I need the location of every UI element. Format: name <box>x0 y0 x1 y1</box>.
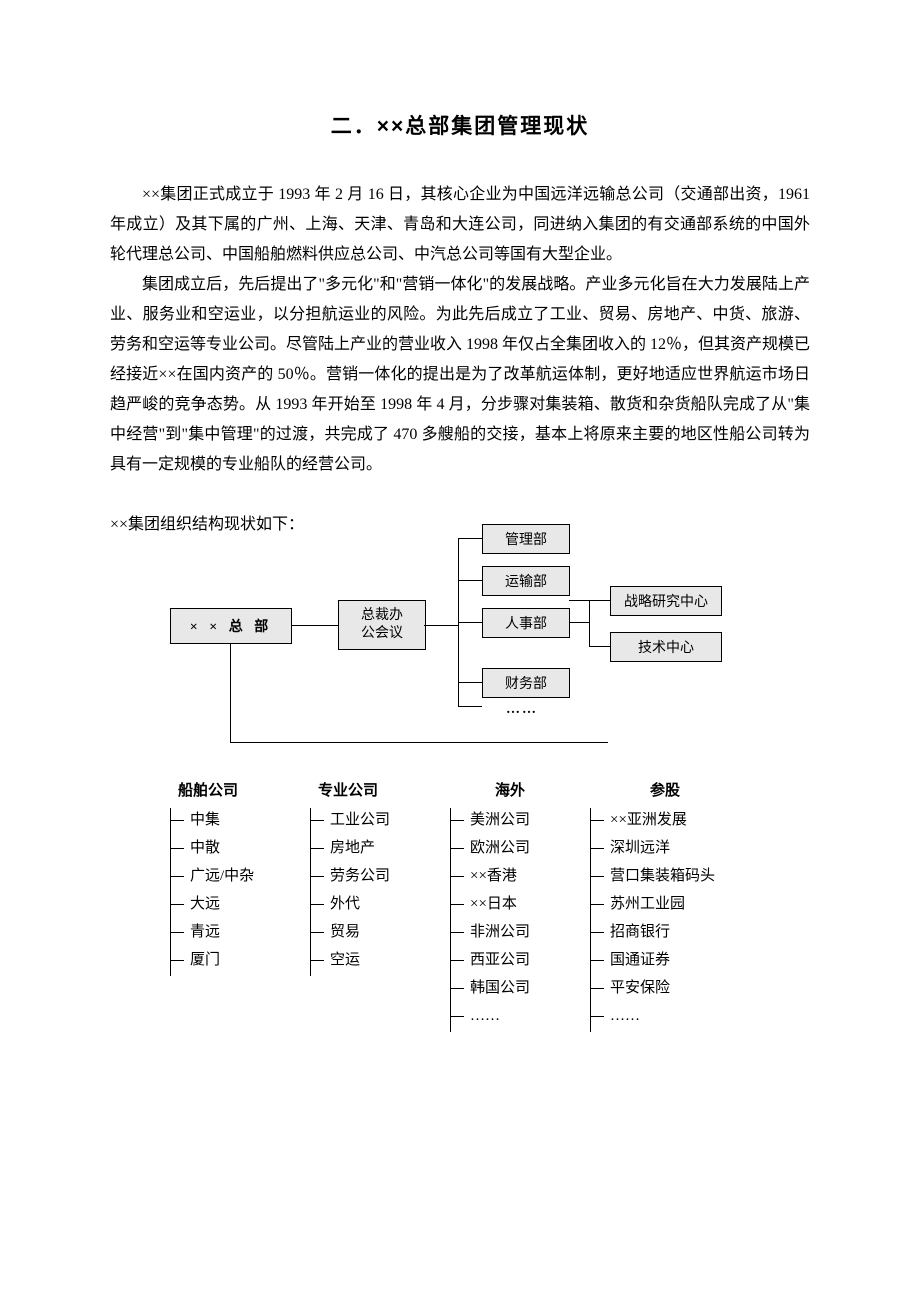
list-item: 大远 <box>170 890 310 918</box>
column-specialty: 专业公司 工业公司 房地产 劳务公司 外代 贸易 空运 <box>310 776 450 1030</box>
org-node-center-strategy: 战略研究中心 <box>610 586 722 616</box>
org-node-center-tech: 技术中心 <box>610 632 722 662</box>
org-connector <box>458 682 482 683</box>
org-connector <box>569 600 589 601</box>
list-item: 深圳远洋 <box>590 834 760 862</box>
paragraph-2: 集团成立后，先后提出了"多元化"和"营销一体化"的发展战略。产业多元化旨在大力发… <box>110 270 810 480</box>
org-node-ceo-office: 总裁办 公会议 <box>338 600 426 650</box>
list-item: 国通证券 <box>590 946 760 974</box>
org-connector <box>458 706 482 707</box>
list-item: 招商银行 <box>590 918 760 946</box>
paragraph-1: ××集团正式成立于 1993 年 2 月 16 日，其核心企业为中国远洋远输总公… <box>110 180 810 270</box>
list-item: ××亚洲发展 <box>590 806 760 834</box>
column-equity: 参股 ××亚洲发展 深圳远洋 营口集装箱码头 苏州工业园 招商银行 国通证券 平… <box>590 776 760 1030</box>
org-node-dept-transport: 运输部 <box>482 566 570 596</box>
column-head: 海外 <box>430 776 590 806</box>
list-item: 西亚公司 <box>450 946 590 974</box>
list-item: 青远 <box>170 918 310 946</box>
list-item: 房地产 <box>310 834 450 862</box>
list-item: 韩国公司 <box>450 974 590 1002</box>
org-connector <box>458 622 482 623</box>
org-connector <box>589 646 610 647</box>
org-connector <box>458 580 482 581</box>
list-item: 外代 <box>310 890 450 918</box>
org-connector <box>589 600 610 601</box>
column-shipping: 船舶公司 中集 中散 广远/中杂 大远 青远 厦门 <box>170 776 310 1030</box>
list-item: 美洲公司 <box>450 806 590 834</box>
list-item: …… <box>590 1002 760 1030</box>
list-item: 劳务公司 <box>310 862 450 890</box>
list-item: 非洲公司 <box>450 918 590 946</box>
org-connector <box>230 742 608 743</box>
org-node-dept-hr: 人事部 <box>482 608 570 638</box>
org-node-dept-finance: 财务部 <box>482 668 570 698</box>
org-node-dept-ellipsis: …… <box>506 702 538 718</box>
list-item: 广远/中杂 <box>170 862 310 890</box>
document-page: 二．××总部集团管理现状 ××集团正式成立于 1993 年 2 月 16 日，其… <box>0 0 920 1090</box>
list-item: …… <box>450 1002 590 1030</box>
column-head: 船舶公司 <box>170 776 310 806</box>
org-connector <box>589 600 590 647</box>
list-item: 中散 <box>170 834 310 862</box>
org-chart: × × 总 部 总裁办 公会议 管理部 运输部 人事部 财务部 …… 战略研究中… <box>110 516 810 776</box>
list-item: 营口集装箱码头 <box>590 862 760 890</box>
list-item: 工业公司 <box>310 806 450 834</box>
org-connector <box>291 625 338 626</box>
list-item: 贸易 <box>310 918 450 946</box>
subsidiary-columns: 船舶公司 中集 中散 广远/中杂 大远 青远 厦门 专业公司 工业公司 房地产 … <box>170 776 810 1030</box>
list-item: 欧洲公司 <box>450 834 590 862</box>
list-item: ××日本 <box>450 890 590 918</box>
org-node-headquarters: × × 总 部 <box>170 608 292 644</box>
org-connector <box>230 643 231 743</box>
org-connector <box>569 622 589 623</box>
list-item: 平安保险 <box>590 974 760 1002</box>
list-item: 苏州工业园 <box>590 890 760 918</box>
org-node-dept-management: 管理部 <box>482 524 570 554</box>
column-overseas: 海外 美洲公司 欧洲公司 ××香港 ××日本 非洲公司 西亚公司 韩国公司 …… <box>450 776 590 1030</box>
list-item: 厦门 <box>170 946 310 974</box>
section-title: 二．××总部集团管理现状 <box>110 110 810 140</box>
list-item: 中集 <box>170 806 310 834</box>
org-connector <box>458 538 482 539</box>
column-head: 参股 <box>570 776 760 806</box>
org-connector <box>424 625 458 626</box>
list-item: ××香港 <box>450 862 590 890</box>
list-item: 空运 <box>310 946 450 974</box>
column-head: 专业公司 <box>310 776 450 806</box>
